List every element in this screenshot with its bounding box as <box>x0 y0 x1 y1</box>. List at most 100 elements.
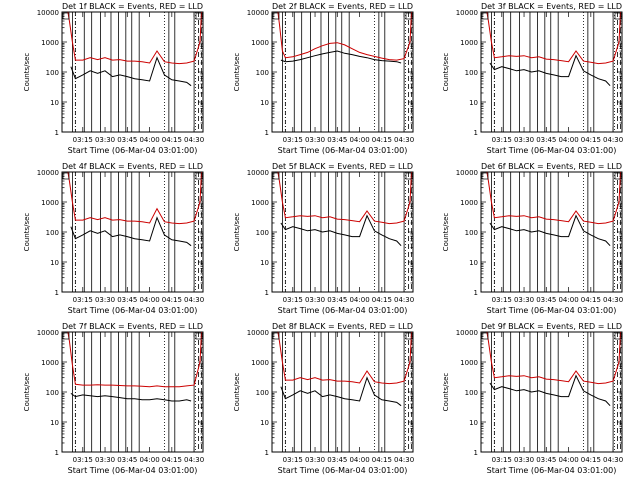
x-tick-label: 04:15 <box>162 296 182 304</box>
y-tick-label: 100 <box>46 389 59 397</box>
x-tick-label: 04:15 <box>581 136 601 144</box>
plot-frame <box>61 331 204 453</box>
x-tick-label: 03:15 <box>492 296 512 304</box>
plot-frame <box>271 171 414 293</box>
x-tick-label: 03:15 <box>73 136 93 144</box>
x-tick-label: 03:45 <box>536 456 556 464</box>
x-tick-label: 04:15 <box>581 456 601 464</box>
x-tick-label: 03:45 <box>536 136 556 144</box>
x-tick-label: 04:30 <box>184 456 204 464</box>
y-tick-label: 10 <box>50 259 59 267</box>
y-tick-label: 1000 <box>460 359 478 367</box>
series-line-lld <box>486 331 621 385</box>
x-axis-label: Start Time (06-Mar-04 03:01:00) <box>68 146 198 155</box>
corner-marker <box>614 172 622 180</box>
y-tick-label: 1 <box>474 129 478 137</box>
corner-marker <box>272 12 280 20</box>
y-tick-label: 10 <box>50 419 59 427</box>
y-axis-label: Counts/sec <box>442 213 450 252</box>
chart-title: Det 8f BLACK = Events, RED = LLD <box>272 322 413 331</box>
chart-panel: 1 10 100 1000 10000 03:15 03:30 03:45 04:00 04:15… <box>233 2 414 155</box>
chart-title: Det 2f BLACK = Events, RED = LLD <box>272 2 413 11</box>
chart-panel: 1 10 100 1000 10000 03:15 03:30 03:45 04:00 04:15… <box>233 162 414 315</box>
chart-title: Det 3f BLACK = Events, RED = LLD <box>481 2 622 11</box>
x-tick-label: 04:00 <box>558 456 578 464</box>
x-tick-label: 04:15 <box>162 456 182 464</box>
series-line-events <box>280 376 402 407</box>
y-tick-label: 10000 <box>37 329 59 337</box>
y-axis-label: Counts/sec <box>23 213 31 252</box>
chart-panel: 1 10 100 1000 10000 03:15 03:30 03:45 04:00 04:15… <box>23 322 204 475</box>
series-line-lld <box>277 171 412 225</box>
x-tick-label: 04:00 <box>139 136 159 144</box>
series-line-events <box>280 214 402 247</box>
x-tick-label: 03:15 <box>73 296 93 304</box>
y-tick-label: 1 <box>265 129 269 137</box>
corner-marker <box>272 332 280 340</box>
x-tick-label: 04:30 <box>603 296 623 304</box>
x-tick-label: 03:15 <box>73 456 93 464</box>
x-tick-label: 04:00 <box>139 456 159 464</box>
y-tick-label: 1000 <box>251 359 269 367</box>
x-tick-label: 04:30 <box>603 456 623 464</box>
y-axis-label: Counts/sec <box>233 373 241 412</box>
corner-marker <box>62 332 70 340</box>
x-tick-label: 03:15 <box>492 136 512 144</box>
corner-marker <box>614 12 622 20</box>
y-tick-label: 100 <box>46 229 59 237</box>
x-tick-label: 03:30 <box>305 296 325 304</box>
x-tick-label: 03:30 <box>95 136 115 144</box>
y-tick-label: 10 <box>50 99 59 107</box>
x-axis-label: Start Time (06-Mar-04 03:01:00) <box>487 306 617 315</box>
series-line-lld <box>67 171 202 225</box>
y-tick-label: 10 <box>469 259 478 267</box>
y-tick-label: 100 <box>256 69 269 77</box>
series-line-events <box>280 50 402 64</box>
x-tick-label: 04:30 <box>184 296 204 304</box>
y-tick-label: 100 <box>46 69 59 77</box>
plot-frame <box>480 11 623 133</box>
y-tick-label: 10000 <box>456 329 478 337</box>
y-tick-label: 1 <box>55 449 59 457</box>
chart-title: Det 9f BLACK = Events, RED = LLD <box>481 322 622 331</box>
chart-title: Det 4f BLACK = Events, RED = LLD <box>62 162 203 171</box>
y-axis-label: Counts/sec <box>233 213 241 252</box>
corner-marker <box>195 12 203 20</box>
y-tick-label: 1000 <box>41 199 59 207</box>
chart-title: Det 6f BLACK = Events, RED = LLD <box>481 162 622 171</box>
chart-panel: 1 10 100 1000 10000 03:15 03:30 03:45 04:00 04:15… <box>442 2 623 155</box>
chart-panel: 1 10 100 1000 10000 03:15 03:30 03:45 04:00 04:15… <box>442 162 623 315</box>
x-axis-label: Start Time (06-Mar-04 03:01:00) <box>278 466 408 475</box>
y-tick-label: 100 <box>465 389 478 397</box>
x-tick-label: 03:45 <box>117 456 137 464</box>
x-axis-label: Start Time (06-Mar-04 03:01:00) <box>487 146 617 155</box>
y-tick-label: 1 <box>265 289 269 297</box>
x-tick-label: 03:30 <box>514 296 534 304</box>
series-line-lld <box>486 171 621 225</box>
y-tick-label: 1 <box>474 449 478 457</box>
y-axis-label: Counts/sec <box>442 373 450 412</box>
y-axis-label: Counts/sec <box>233 53 241 92</box>
series-line-events <box>70 392 192 402</box>
y-tick-label: 100 <box>465 69 478 77</box>
chart-title: Det 5f BLACK = Events, RED = LLD <box>272 162 413 171</box>
x-tick-label: 03:15 <box>492 456 512 464</box>
series-line-lld <box>277 11 412 61</box>
corner-marker <box>481 12 489 20</box>
series-line-events <box>70 216 192 247</box>
y-tick-label: 1000 <box>41 359 59 367</box>
x-tick-label: 04:15 <box>581 296 601 304</box>
y-tick-label: 1000 <box>41 39 59 47</box>
x-tick-label: 04:15 <box>372 456 392 464</box>
y-tick-label: 10 <box>469 99 478 107</box>
y-tick-label: 10000 <box>37 169 59 177</box>
y-tick-label: 10 <box>469 419 478 427</box>
x-axis-label: Start Time (06-Mar-04 03:01:00) <box>68 466 198 475</box>
x-axis-label: Start Time (06-Mar-04 03:01:00) <box>278 146 408 155</box>
x-tick-label: 03:45 <box>536 296 556 304</box>
y-tick-label: 1 <box>55 289 59 297</box>
x-tick-label: 03:30 <box>95 296 115 304</box>
x-tick-label: 04:00 <box>349 296 369 304</box>
x-tick-label: 03:45 <box>327 136 347 144</box>
y-tick-label: 10 <box>260 419 269 427</box>
